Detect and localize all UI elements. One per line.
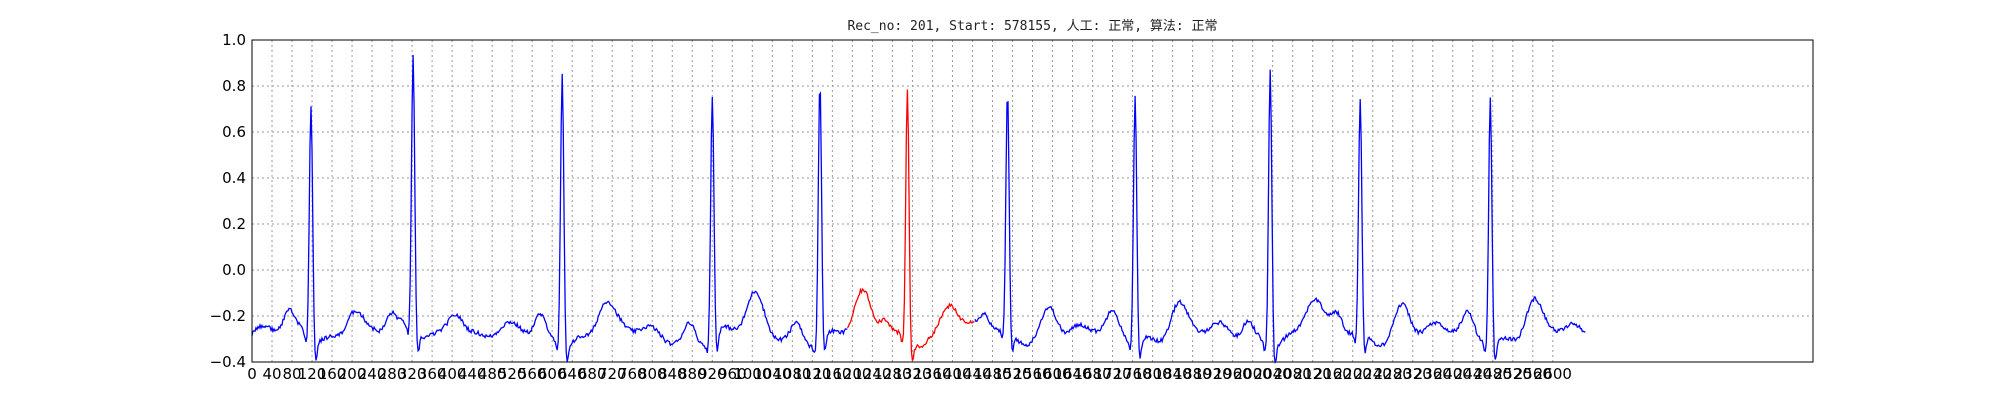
x-tick-label: 1120: [793, 365, 831, 383]
x-tick-label: 840: [658, 365, 687, 383]
x-tick-label: 0: [247, 365, 257, 383]
x-tick-label: 600: [538, 365, 567, 383]
x-axis: 0 40 8012016020024028032036040044048052056…: [247, 365, 1572, 383]
x-tick-label: 1080: [773, 365, 811, 383]
y-tick-label: 0.8: [222, 77, 246, 95]
x-tick-label: 1800: [1133, 365, 1171, 383]
x-tick-label: 2480: [1474, 365, 1512, 383]
x-tick-label: 280: [378, 365, 407, 383]
x-tick-label: 880: [678, 365, 707, 383]
x-tick-label: 440: [458, 365, 487, 383]
x-tick-label: 2600: [1534, 365, 1572, 383]
x-tick-label: 120: [298, 365, 327, 383]
x-tick-label: 1200: [833, 365, 871, 383]
series-layer: [251, 54, 1586, 365]
y-tick-label: 0.4: [222, 169, 246, 187]
x-tick-label: 2440: [1454, 365, 1492, 383]
y-tick-label: 0.2: [222, 215, 246, 233]
x-tick-label: 320: [398, 365, 427, 383]
x-tick-label: 2520: [1494, 365, 1532, 383]
y-tick-label: 0.6: [222, 123, 246, 141]
x-tick-label: 520: [498, 365, 527, 383]
x-tick-label: 1000: [733, 365, 771, 383]
x-tick-label: 2120: [1294, 365, 1332, 383]
x-tick-label: 680: [578, 365, 607, 383]
x-tick-label: 1240: [853, 365, 891, 383]
x-tick-label: 1640: [1053, 365, 1091, 383]
x-tick-label: 2400: [1434, 365, 1472, 383]
x-tick-label: 2040: [1254, 365, 1292, 383]
x-tick-label: 760: [618, 365, 647, 383]
y-tick-label: 0.0: [222, 261, 246, 279]
x-tick-label: 720: [598, 365, 627, 383]
x-tick-label: 800: [638, 365, 667, 383]
x-tick-label: 1520: [993, 365, 1031, 383]
x-tick-label: 2560: [1514, 365, 1552, 383]
x-tick-label: 2320: [1394, 365, 1432, 383]
x-tick-label: 1560: [1013, 365, 1051, 383]
x-tick-label: 560: [518, 365, 547, 383]
x-tick-label: 80: [282, 365, 301, 383]
x-tick-label: 2080: [1274, 365, 1312, 383]
x-tick-label: 40: [262, 365, 281, 383]
y-tick-label: −0.4: [210, 353, 246, 371]
x-tick-label: 920: [698, 365, 727, 383]
x-tick-label: 2000: [1234, 365, 1272, 383]
x-tick-label: 1320: [893, 365, 931, 383]
x-tick-label: 240: [358, 365, 387, 383]
ecg-segment-after: [974, 69, 1586, 365]
x-tick-label: 1960: [1214, 365, 1252, 383]
y-axis: 1.0 0.8 0.6 0.4 0.2 0.0 −0.2 −0.4: [210, 31, 246, 371]
ecg-segment-before: [251, 54, 848, 362]
x-tick-label: 2200: [1334, 365, 1372, 383]
x-tick-label: 1880: [1174, 365, 1212, 383]
x-tick-label: 640: [558, 365, 587, 383]
x-tick-label: 1720: [1093, 365, 1131, 383]
x-tick-label: 2280: [1374, 365, 1412, 383]
x-tick-label: 360: [418, 365, 447, 383]
y-tick-label: 1.0: [222, 31, 246, 49]
x-tick-label: 1440: [953, 365, 991, 383]
x-tick-label: 1760: [1113, 365, 1151, 383]
grid-layer: [251, 39, 1813, 363]
x-tick-label: 480: [478, 365, 507, 383]
x-tick-label: 1680: [1073, 365, 1111, 383]
x-tick-label: 1160: [813, 365, 851, 383]
x-tick-label: 1600: [1033, 365, 1071, 383]
ecg-segment-highlighted: [846, 89, 975, 361]
x-tick-label: 1280: [873, 365, 911, 383]
x-tick-label: 200: [338, 365, 367, 383]
x-tick-label: 1840: [1153, 365, 1191, 383]
x-tick-label: 400: [438, 365, 467, 383]
x-tick-label: 2240: [1354, 365, 1392, 383]
y-tick-label: −0.2: [210, 307, 246, 325]
x-tick-label: 1040: [753, 365, 791, 383]
x-tick-label: 1920: [1194, 365, 1232, 383]
x-tick-label: 1400: [933, 365, 971, 383]
x-tick-label: 2160: [1314, 365, 1352, 383]
x-tick-label: 1480: [973, 365, 1011, 383]
plot-frame: [251, 39, 1814, 363]
x-tick-label: 2360: [1414, 365, 1452, 383]
x-tick-label: 1360: [913, 365, 951, 383]
x-tick-label: 960: [718, 365, 747, 383]
chart-title: Rec_no: 201, Start: 578155, 人工: 正常, 算法: …: [847, 19, 1217, 34]
x-tick-label: 160: [318, 365, 347, 383]
